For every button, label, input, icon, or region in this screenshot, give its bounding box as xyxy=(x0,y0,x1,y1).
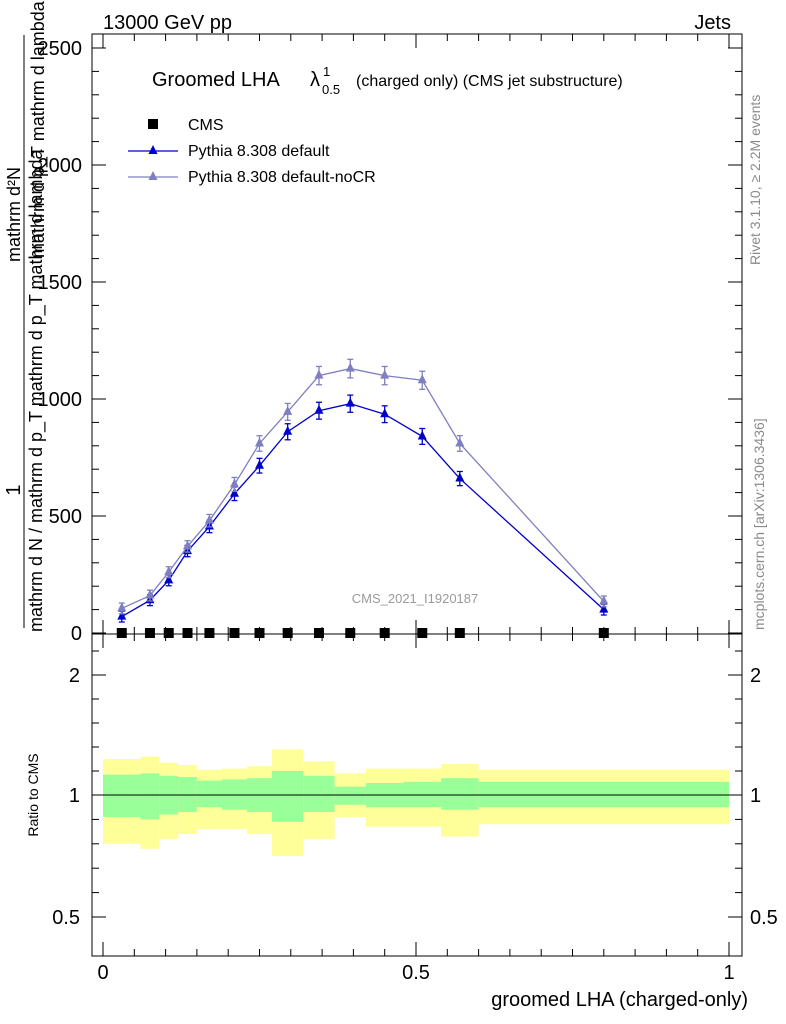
main-y-tick-label: 2500 xyxy=(38,38,83,60)
ratio-bands-layer xyxy=(103,749,729,856)
series-line-2 xyxy=(121,367,605,610)
main-y-label: 1 mathrm d N / mathrm d p_T mathrm d p_T… xyxy=(3,0,49,632)
cms-data-point xyxy=(313,628,324,638)
data-point-marker xyxy=(283,425,293,435)
cms-data-point xyxy=(598,628,609,638)
legend-label-cms: CMS xyxy=(188,117,224,134)
ratio-y-label: Ratio to CMS xyxy=(25,753,41,836)
data-point-marker xyxy=(229,478,239,488)
data-point-marker xyxy=(145,589,155,599)
data-point-marker xyxy=(417,374,427,384)
process-label: Jets xyxy=(694,12,731,34)
cms-data-point xyxy=(254,628,265,638)
main-data-layer xyxy=(116,358,609,638)
data-point-marker xyxy=(255,437,264,447)
main-y-tick-label: 2000 xyxy=(38,155,83,177)
data-point-marker xyxy=(455,472,465,482)
cms-data-point xyxy=(345,628,356,638)
data-point-marker xyxy=(255,459,264,469)
data-point-marker xyxy=(345,362,355,372)
x-tick-label: 1 xyxy=(723,962,734,984)
cms-data-point xyxy=(379,628,390,638)
ratio-y-tick-label: 0.5 xyxy=(52,907,80,929)
ratio-band-inner xyxy=(196,780,222,808)
ratio-y-tick-label: 1 xyxy=(69,785,80,807)
title-subscript: 0.5 xyxy=(322,82,340,97)
ratio-band-inner xyxy=(140,773,160,820)
ratio-band-inner xyxy=(441,778,479,810)
data-point-marker xyxy=(229,487,239,497)
legend-marker-cms xyxy=(148,119,158,129)
x-tick-label: 0 xyxy=(97,962,108,984)
legend: CMS Pythia 8.308 default Pythia 8.308 de… xyxy=(128,117,376,186)
title-lambda: λ xyxy=(310,69,320,91)
cms-data-point xyxy=(163,628,174,638)
energy-label: 13000 GeV pp xyxy=(103,12,232,34)
legend-label-pythia-nocr: Pythia 8.308 default-noCR xyxy=(188,169,376,186)
cms-data-point xyxy=(454,628,465,638)
legend-marker-pythia-nocr xyxy=(148,171,158,180)
data-point-marker xyxy=(417,430,427,440)
cms-data-point xyxy=(282,628,293,638)
x-tick-label: 0.5 xyxy=(402,962,430,984)
y-label-denominator: mathrm d N / mathrm d p_T mathrm d p_T m… xyxy=(26,149,47,632)
ratio-x-axis: 0 0.5 1 xyxy=(97,634,735,984)
data-point-marker xyxy=(599,595,609,605)
main-y-tick-label: 1500 xyxy=(38,272,83,294)
data-point-marker xyxy=(283,405,293,415)
ratio-band-inner xyxy=(303,775,335,813)
legend-marker-pythia-default xyxy=(148,145,158,154)
series-line-1 xyxy=(121,403,605,618)
ratio-y-axis: 0.5 0.5 1 1 2 2 xyxy=(52,650,778,929)
cms-data-point xyxy=(144,628,155,638)
main-y-tick-label: 500 xyxy=(49,506,82,528)
y-label-top: mathrm d²N xyxy=(4,167,24,262)
data-point-marker xyxy=(164,574,174,584)
data-point-marker xyxy=(455,437,465,447)
main-y-tick-label: 1000 xyxy=(38,389,83,411)
cms-data-point xyxy=(229,628,240,638)
data-point-marker xyxy=(345,397,355,407)
rivet-label: Rivet 3.1.10, ≥ 2.2M events xyxy=(747,95,763,265)
title-rest: (charged only) (CMS jet substructure) xyxy=(356,73,623,90)
title-main: Groomed LHA xyxy=(152,69,280,91)
cms-data-point xyxy=(417,628,428,638)
data-point-marker xyxy=(183,540,193,550)
data-point-marker xyxy=(380,369,390,379)
ratio-y-tick-label-right: 0.5 xyxy=(750,907,778,929)
y-label-numerator: 1 xyxy=(3,484,25,495)
chart-title: Groomed LHA λ 1 0.5 (charged only) (CMS … xyxy=(152,64,623,97)
data-point-marker xyxy=(380,408,390,418)
main-y-axis: 0 500 1000 1500 2000 2500 xyxy=(38,38,742,645)
main-y-tick-label: 0 xyxy=(71,623,82,645)
cms-data-point xyxy=(182,628,193,638)
data-point-marker xyxy=(314,369,324,379)
ratio-band-inner xyxy=(334,786,366,805)
data-point-marker xyxy=(117,602,127,612)
cms-data-point xyxy=(204,628,215,638)
data-point-marker xyxy=(599,603,609,613)
analysis-watermark: CMS_2021_I1920187 xyxy=(352,591,479,606)
ratio-band-inner xyxy=(272,771,304,822)
ratio-y-tick-label-right: 1 xyxy=(750,785,761,807)
data-point-marker xyxy=(164,566,174,576)
mcplots-label: mcplots.cern.ch [arXiv:1306.3436] xyxy=(751,418,767,630)
x-axis-label: groomed LHA (charged-only) xyxy=(491,989,748,1011)
data-point-marker xyxy=(117,610,127,620)
title-superscript: 1 xyxy=(323,64,330,79)
y-label-top-denominator: mathrm d p_T mathrm d lambda xyxy=(28,0,49,258)
data-point-marker xyxy=(314,404,324,414)
legend-label-pythia-default: Pythia 8.308 default xyxy=(188,143,330,160)
data-point-marker xyxy=(204,514,214,524)
ratio-y-tick-label-right: 2 xyxy=(750,665,761,687)
cms-data-point xyxy=(116,628,127,638)
ratio-band-inner xyxy=(103,774,141,817)
ratio-y-tick-label: 2 xyxy=(69,665,80,687)
